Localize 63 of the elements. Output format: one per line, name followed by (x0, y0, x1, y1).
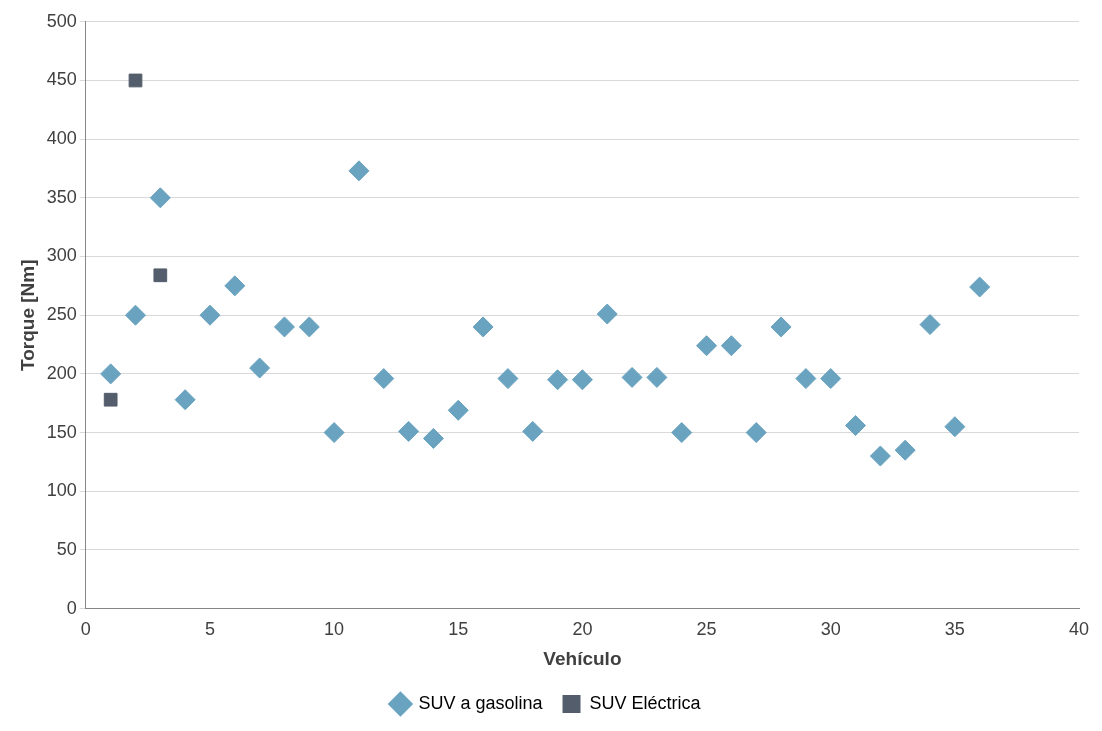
x-tick-label: 10 (324, 619, 345, 640)
legend-label: SUV a gasolina (418, 692, 544, 713)
y-tick-label: 150 (46, 421, 77, 442)
point (795, 368, 817, 390)
y-axis-title: Torque [Nm] (16, 259, 38, 371)
point (944, 416, 966, 438)
y-tick-label: 0 (66, 597, 77, 618)
y-tick-label: 400 (46, 128, 77, 149)
y-tick-label: 250 (46, 304, 77, 325)
point (100, 363, 122, 385)
x-tick-label: 30 (820, 619, 841, 640)
point (969, 276, 991, 298)
point (373, 368, 395, 390)
x-tick-label: 5 (204, 619, 215, 640)
point (522, 420, 544, 442)
point (128, 73, 143, 88)
point (497, 368, 519, 390)
point (919, 314, 941, 336)
y-tick-label: 300 (46, 245, 77, 266)
x-axis-title: Vehículo (543, 647, 622, 669)
point (646, 366, 668, 388)
y-tick-label: 100 (46, 480, 77, 501)
y-tick-label: 500 (46, 10, 77, 31)
point (323, 422, 345, 444)
y-tick-label: 50 (56, 538, 77, 559)
point (153, 268, 168, 283)
point (720, 335, 742, 357)
point (447, 399, 469, 421)
point (745, 422, 767, 444)
point (571, 369, 593, 391)
point (820, 368, 842, 390)
point (422, 427, 444, 449)
y-tick-label: 350 (46, 186, 77, 207)
point (845, 415, 867, 437)
y-tick-label: 200 (46, 362, 77, 383)
x-tick-label: 0 (80, 619, 91, 640)
point (472, 316, 494, 338)
x-tick-label: 25 (696, 619, 717, 640)
point (696, 335, 718, 357)
x-tick-label: 20 (572, 619, 593, 640)
point (671, 422, 693, 444)
point (273, 316, 295, 338)
point (249, 357, 271, 379)
point (103, 392, 118, 407)
point (199, 304, 221, 326)
point (621, 366, 643, 388)
point (869, 445, 891, 467)
point (124, 304, 146, 326)
legend-label: SUV Eléctrica (589, 692, 702, 713)
point (770, 316, 792, 338)
point (398, 420, 420, 442)
point (149, 187, 171, 209)
point (596, 303, 618, 325)
x-tick-label: 35 (944, 619, 965, 640)
point (174, 389, 196, 411)
point (348, 160, 370, 182)
x-tick-label: 40 (1068, 619, 1090, 640)
point (298, 316, 320, 338)
y-tick-label: 450 (46, 69, 77, 90)
x-tick-label: 15 (448, 619, 469, 640)
point (547, 369, 569, 391)
point (224, 275, 246, 297)
point (894, 439, 916, 461)
